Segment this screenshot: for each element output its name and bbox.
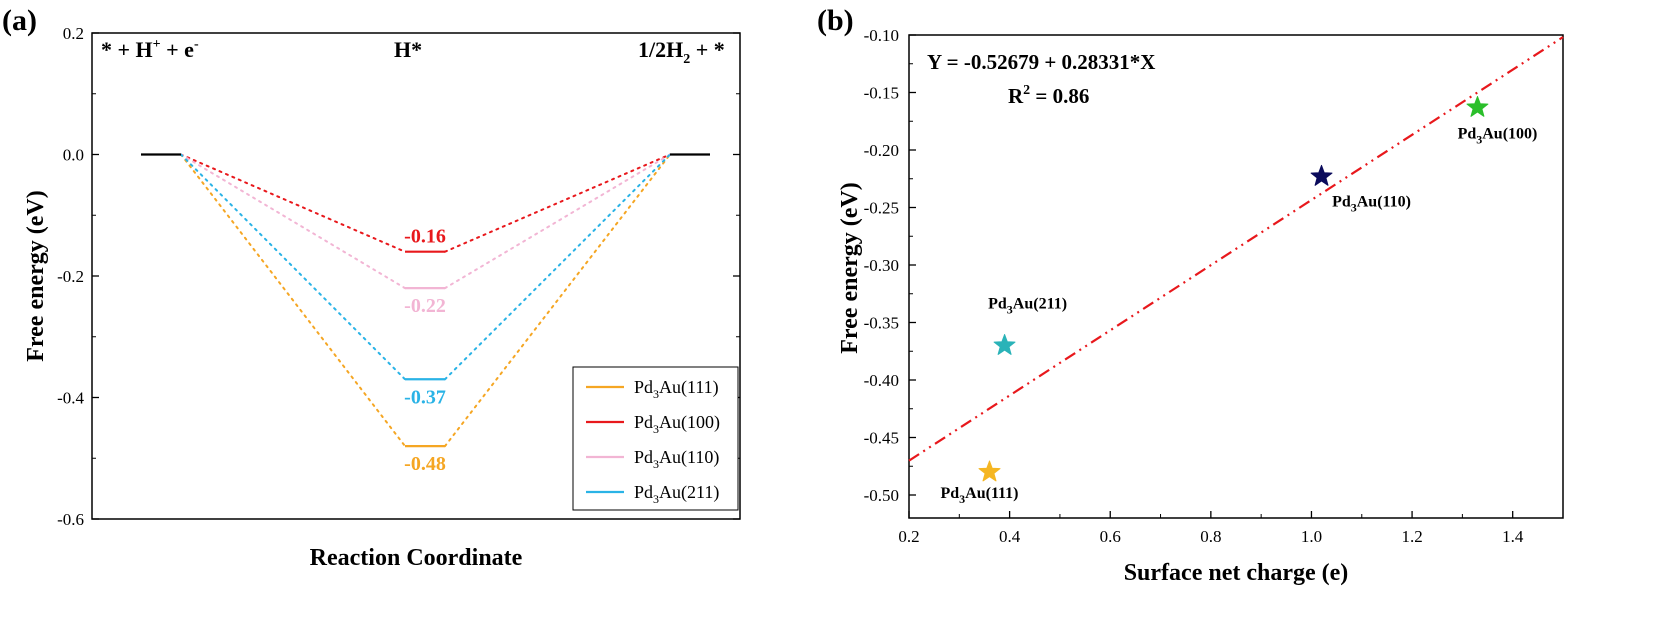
connector-in-2 [180, 153, 406, 253]
data-point-label: Pd3Au(111) [940, 485, 1018, 506]
panel-b-fit-line [908, 36, 1564, 462]
panel-a-ytick-label: 0.2 [63, 24, 84, 43]
panel-a-energy-levels: -0.48 -0.16 -0.22 -0.37 [141, 153, 710, 475]
data-point-label: Pd3Au(100) [1458, 125, 1538, 146]
energy-value-label: -0.48 [404, 453, 446, 475]
panel-a-x-axis-title: Reaction Coordinate [310, 545, 523, 571]
panel-a-label: (a) [2, 4, 37, 37]
panel-a-energy-diagram: (a) -0.6-0.4-0.20.00.2 -0.48-0.16-0.22-0… [2, 4, 741, 571]
panel-b-x-axis-title: Surface net charge (e) [1124, 560, 1349, 586]
panel-b-scatter: (b) 0.2 0.4 0.6 0.8 1.0 1.2 1.4 -0.50 -0.45 -0.40… [817, 4, 1564, 586]
panel-a-ytick-label: -0.6 [57, 510, 84, 529]
energy-value-label: -0.37 [404, 386, 446, 408]
panel-b-ytick-label: -0.15 [864, 84, 899, 103]
panel-a-legend: Pd3Au(111) Pd3Au(100) Pd3Au(110) Pd3Au(211) [572, 366, 739, 511]
panel-a-y-axis-title: Free energy (eV) [23, 190, 49, 361]
panel-b-xtick-label: 1.4 [1502, 527, 1524, 546]
connector-out-4 [444, 153, 671, 381]
connector-out-1 [444, 153, 671, 448]
connector-out-2 [444, 153, 671, 253]
panel-b-ytick-label: -0.25 [864, 199, 899, 218]
panel-b-ytick-label: -0.45 [864, 429, 899, 448]
data-point-star [993, 334, 1016, 355]
connector-in-4 [180, 153, 406, 381]
legend-label: Pd3Au(211) [634, 482, 719, 506]
data-point-star [978, 460, 1001, 482]
state-label-initial: * + H+ + e- [101, 37, 199, 62]
legend-label: Pd3Au(110) [634, 447, 719, 471]
panel-a-ytick-label: -0.4 [57, 389, 84, 408]
panel-b-ytick-label: -0.20 [864, 141, 899, 160]
legend-label: Pd3Au(100) [634, 412, 720, 436]
panel-b-xtick-label: 1.2 [1401, 527, 1422, 546]
panel-a-y-ticks: -0.6 -0.4 -0.2 0.0 0.2 [57, 24, 740, 529]
panel-a-ytick-label: -0.2 [57, 267, 84, 286]
linear-fit-line [908, 36, 1564, 462]
data-point-label: Pd3Au(110) [1332, 193, 1411, 214]
data-point-star [1466, 96, 1489, 117]
panel-b-ytick-label: -0.30 [864, 256, 899, 275]
legend-box [572, 366, 739, 511]
state-label-final: 1/2H2 + * [638, 37, 725, 67]
panel-b-axis-ticks: 0.2 0.4 0.6 0.8 1.0 1.2 1.4 -0.50 -0.45 -0.40 -0.3… [864, 26, 1524, 546]
connector-in-3 [180, 153, 406, 290]
panel-b-ytick-label: -0.50 [864, 486, 899, 505]
panel-b-ytick-label: -0.10 [864, 26, 899, 45]
panel-b-ytick-label: -0.35 [864, 314, 899, 333]
panel-b-xtick-label: 0.2 [898, 527, 919, 546]
panel-b-label: (b) [817, 4, 854, 37]
data-point-label: Pd3Au(211) [988, 296, 1067, 317]
connector-out-3 [444, 153, 671, 290]
panel-b-xtick-label: 1.0 [1301, 527, 1322, 546]
panel-a-ytick-label: 0.0 [63, 146, 84, 165]
legend-items: Pd3Au(111) Pd3Au(100) Pd3Au(110) Pd3Au(211) [586, 377, 720, 506]
panel-b-y-axis-title: Free energy (eV) [837, 182, 863, 353]
energy-value-label: -0.16 [404, 226, 446, 248]
panel-b-plot-frame [908, 34, 1564, 519]
energy-value-label: -0.22 [404, 295, 446, 317]
panel-b-ytick-label: -0.40 [864, 371, 899, 390]
panel-b-xtick-label: 0.8 [1200, 527, 1221, 546]
panel-a-connector-lines [180, 153, 671, 448]
panel-b-data-points: Pd3Au(111) Pd3Au(211) Pd3Au(110) Pd3Au(100) [940, 96, 1538, 506]
fit-r-squared: R2 = 0.86 [1008, 83, 1089, 108]
state-label-adsorbed: H* [394, 37, 422, 62]
panel-b-xtick-label: 0.4 [999, 527, 1021, 546]
legend-label: Pd3Au(111) [634, 377, 719, 401]
panel-b-xtick-label: 0.6 [1100, 527, 1121, 546]
fit-equation: Y = -0.52679 + 0.28331*X [927, 50, 1155, 74]
data-point-star [1310, 164, 1333, 186]
connector-in-1 [180, 153, 406, 448]
